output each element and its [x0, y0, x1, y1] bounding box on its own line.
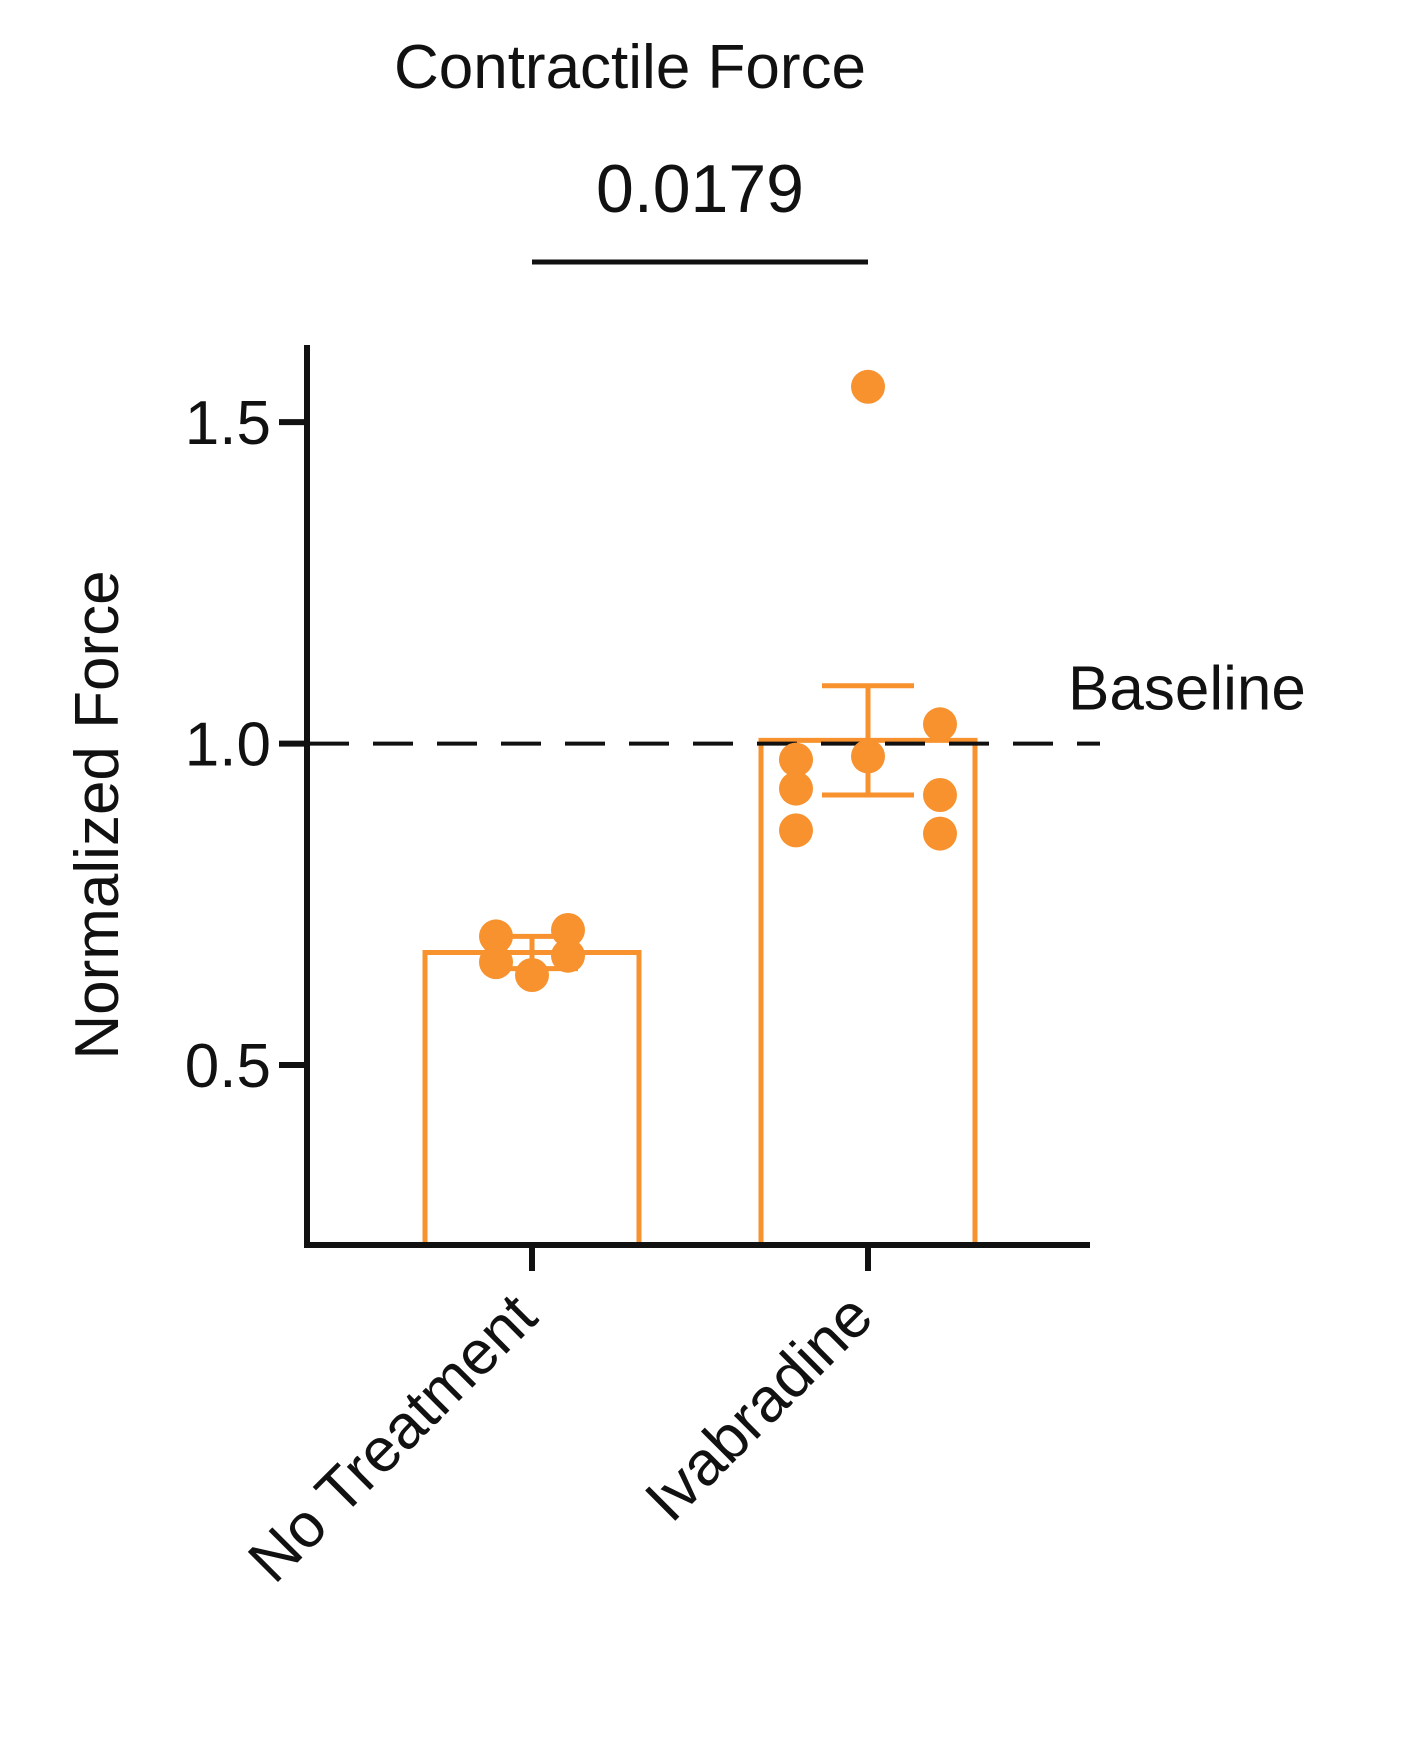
- y-axis-title: Normalized Force: [63, 570, 132, 1059]
- baseline-label: Baseline: [1068, 655, 1306, 724]
- significance-bracket: 0.0179: [532, 151, 868, 265]
- data-point: [779, 742, 813, 777]
- y-tick-label: 0.5: [185, 1032, 271, 1101]
- data-point: [551, 913, 585, 947]
- data-point: [923, 778, 957, 812]
- bar-no-treatment: [422, 950, 642, 1248]
- data-point: [779, 813, 813, 848]
- data-point: [515, 958, 549, 992]
- data-point: [779, 771, 813, 806]
- y-tick-label: 1.5: [185, 389, 271, 458]
- plot-area: 0.5 1.0 1.5 No Treatment Ivabradine: [185, 345, 1100, 1595]
- data-point: [551, 938, 585, 973]
- p-value-label: 0.0179: [596, 151, 804, 227]
- data-point: [851, 369, 885, 404]
- chart-title: Contractile Force: [394, 33, 866, 102]
- data-point: [479, 945, 513, 980]
- x-category-label: Ivabradine: [632, 1281, 886, 1535]
- data-point: [479, 919, 513, 954]
- x-category-label: No Treatment: [236, 1281, 550, 1595]
- data-point: [923, 707, 957, 742]
- data-point: [923, 816, 957, 851]
- data-point: [851, 739, 885, 774]
- y-tick-label: 1.0: [185, 711, 271, 780]
